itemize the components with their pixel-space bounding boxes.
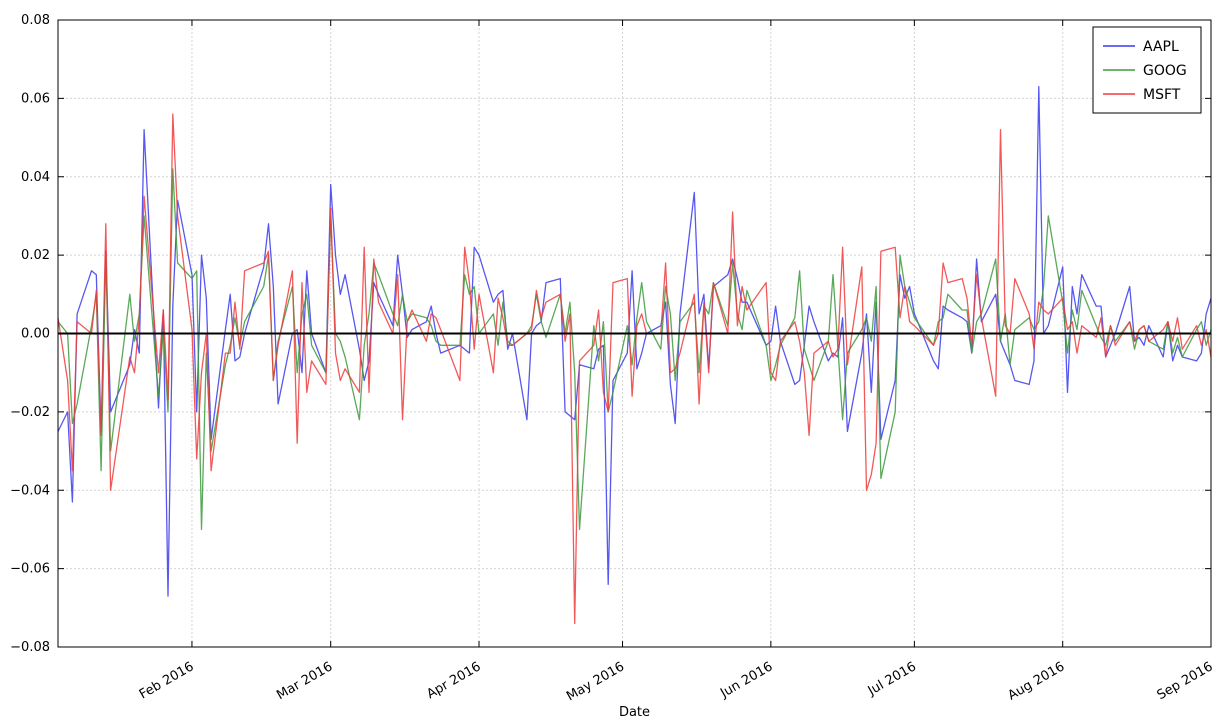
y-tick-label: −0.04: [10, 483, 50, 498]
y-tick-label: 0.08: [21, 13, 50, 28]
y-axis: 0.08 0.06 0.04 0.02 0.00 −0.02 −0.04 −0.06 −0.08: [10, 13, 1211, 655]
legend: AAPL GOOG MSFT: [1092, 26, 1202, 114]
y-tick-label: 0.00: [21, 327, 50, 342]
series-line-msft: [57, 113, 1212, 625]
x-axis-title: Date: [619, 705, 650, 720]
y-tick-label: −0.08: [10, 640, 50, 655]
y-tick-label: −0.06: [10, 562, 50, 577]
series-line-aapl: [57, 85, 1212, 597]
y-tick-label: −0.02: [10, 405, 50, 420]
series-layer: [57, 85, 1212, 625]
legend-label-msft: MSFT: [1143, 87, 1181, 103]
y-tick-label: 0.02: [21, 248, 50, 263]
legend-label-goog: GOOG: [1143, 63, 1187, 79]
legend-label-aapl: AAPL: [1143, 39, 1179, 55]
y-tick-label: 0.04: [21, 170, 50, 185]
y-tick-label: 0.06: [21, 91, 50, 106]
